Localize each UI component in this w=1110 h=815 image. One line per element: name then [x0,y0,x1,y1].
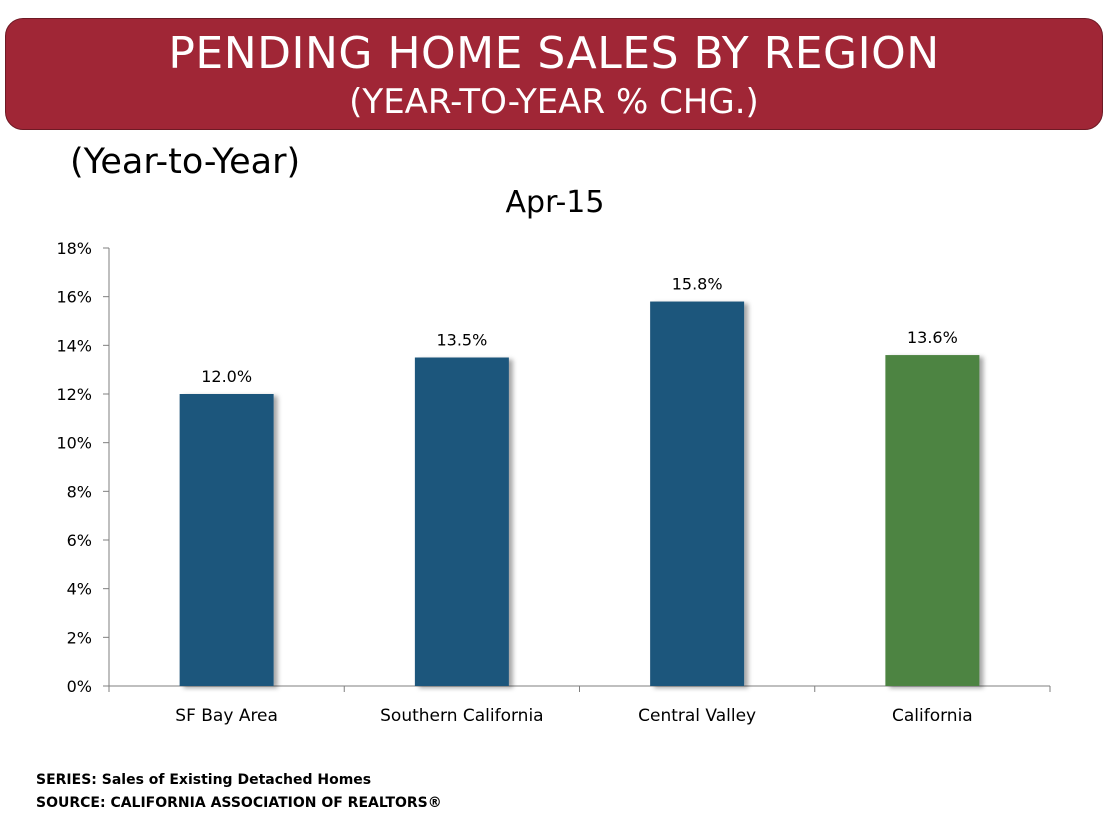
y-tick-label: 4% [67,580,92,599]
bar-value-label: 13.6% [907,328,958,347]
y-tick-label: 0% [67,677,92,696]
y-tick-label: 6% [67,531,92,550]
chart-labels: 12.0% SF Bay Area 13.5% Southern California… [175,275,972,726]
chart-title: Apr-15 [505,185,605,220]
x-category-label: SF Bay Area [175,706,278,726]
title-banner: PENDING HOME SALES BY REGION (YEAR-TO-YE… [5,18,1103,130]
bar-value-label: 15.8% [672,275,723,294]
x-category-label: Central Valley [638,706,756,726]
y-tick-label: 2% [67,628,92,647]
y-tick-label: 12% [56,385,92,404]
series-note: SERIES: Sales of Existing Detached Homes [36,772,372,788]
bar [650,301,745,686]
bar [885,355,980,686]
x-category-label: Southern California [380,706,543,726]
y-tick-label: 14% [56,336,92,355]
bar-chart: 0% 2% 4% 6% 8% 10% 12% 14% 16% 18% 12.0% SF Bay Ar… [56,239,1051,726]
page-subtitle: (YEAR-TO-YEAR % CHG.) [349,82,759,122]
x-category-label: California [892,706,973,726]
chart-bars [179,301,980,686]
y-tick-label: 18% [56,239,92,258]
bar [414,357,509,686]
bar-value-label: 13.5% [436,331,487,350]
bar-value-label: 12.0% [201,367,252,386]
y-tick-label: 8% [67,482,92,501]
y-tick-label: 10% [56,434,92,453]
page-title: PENDING HOME SALES BY REGION [168,28,940,79]
year-to-year-heading: (Year-to-Year) [70,142,301,182]
y-tick-label: 16% [56,288,92,307]
source-note: SOURCE: CALIFORNIA ASSOCIATION OF REALTO… [36,795,442,811]
bar [179,394,274,686]
